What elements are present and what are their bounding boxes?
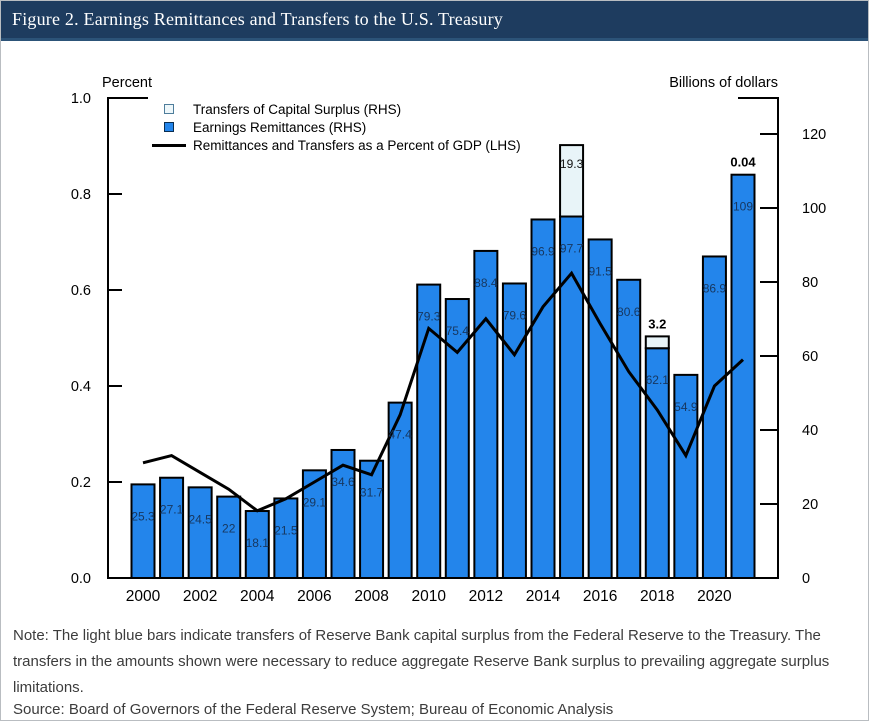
bar-value-label: 75.4 [446,324,470,338]
bar-earnings-remittances [444,298,470,579]
bar-earnings-remittances [701,255,727,579]
figure-title: Figure 2. Earnings Remittances and Trans… [12,9,503,29]
bar-value-label: 79.3 [417,310,441,324]
transfers-swatch-icon [164,104,174,114]
transfer-annotation-label: 3.2 [648,316,666,331]
x-axis-tick-label: 2010 [411,588,446,605]
legend-label: Earnings Remittances (RHS) [193,119,367,135]
legend-label: Remittances and Transfers as a Percent o… [193,137,521,153]
bar-value-label: 22 [222,522,236,536]
figure-header: Figure 2. Earnings Remittances and Trans… [1,1,868,41]
bar-value-label: 88.4 [474,276,498,290]
legend-item-transfers: Transfers of Capital Surplus (RHS) [151,100,521,118]
figure-note: Note: The light blue bars indicate trans… [13,627,830,696]
bar-earnings-remittances [159,476,185,580]
x-axis-tick-label: 2000 [126,588,161,605]
left-axis-tick-label: 0.0 [71,571,91,587]
x-axis-tick-label: 2002 [183,588,217,605]
bar-value-label: 31.7 [360,486,384,500]
right-axis-tick-label: 80 [802,275,818,291]
bar-earnings-remittances [216,495,242,580]
bar-value-label: 21.5 [274,523,298,537]
x-axis-tick-label: 2020 [697,588,732,605]
bar-value-label: 80.6 [617,305,641,319]
bar-value-label: 62.1 [646,373,670,387]
right-axis-tick-label: 40 [802,423,818,439]
left-axis-tick-label: 0.6 [71,283,91,299]
legend-item-earnings: Earnings Remittances (RHS) [151,118,521,136]
bar-earnings-remittances [273,497,299,580]
bar-earnings-remittances [473,249,499,579]
x-axis-tick-label: 2012 [469,588,503,605]
bar-earnings-remittances [587,238,613,579]
bar-value-label: 86.9 [703,281,727,295]
right-axis-tick-label: 100 [802,201,826,217]
bar-capital-surplus-transfer [559,144,585,218]
bar-value-label: 109 [733,200,753,214]
bar-value-label: 47.4 [388,428,412,442]
bar-earnings-remittances [301,469,327,579]
bar-earnings-remittances [130,483,156,580]
x-axis-tick-label: 2008 [354,588,388,605]
bar-earnings-remittances [730,173,756,579]
gdp-percent-line [142,270,745,513]
figure-source: Source: Board of Governors of the Federa… [13,701,614,718]
right-axis-tick-label: 60 [802,349,818,365]
bar-earnings-remittances [673,373,699,579]
transfer-value-label: 19.3 [560,157,584,171]
chart-svg: 0.0 0.2 0.4 0.6 0.8 1.0 0 20 40 60 80 100 120 25.3 27.… [71,91,826,605]
x-axis-tick-label: 2018 [640,588,674,605]
bar-value-label: 18.1 [246,536,270,550]
bar-value-label: 27.1 [160,503,184,517]
x-axis-tick-label: 2014 [526,588,561,605]
bar-earnings-remittances [530,218,556,579]
legend-marker-box [151,104,187,114]
bar-earnings-remittances [359,459,385,579]
bar-value-label: 91.5 [588,264,612,278]
bar-earnings-remittances [387,401,413,579]
bar-earnings-remittances [616,278,642,579]
bar-capital-surplus-transfer [644,335,670,350]
bar-value-label: 34.6 [331,475,355,489]
bar-value-label: 79.6 [503,308,527,322]
bar-earnings-remittances [501,282,527,579]
left-axis-title: Percent [102,75,152,91]
legend-marker-box [151,143,187,147]
bar-value-label: 25.3 [131,509,155,523]
line-swatch-icon [152,143,186,147]
right-axis-tick-label: 20 [802,497,818,513]
x-axis-tick-label: 2006 [297,588,331,605]
left-axis-tick-label: 0.4 [71,379,91,395]
bar-value-label: 29.1 [303,495,327,509]
legend-label: Transfers of Capital Surplus (RHS) [193,101,402,117]
x-axis-tick-label: 2004 [240,588,275,605]
right-axis-tick-label: 120 [802,127,826,143]
right-axis-tick-label: 0 [802,571,810,587]
left-axis-tick-label: 1.0 [71,91,91,107]
chart-legend: Transfers of Capital Surplus (RHS) Earni… [151,100,521,154]
bar-earnings-remittances [187,486,213,580]
bar-value-label: 54.9 [674,400,698,414]
plot-frame [107,97,779,579]
bar-value-label: 97.7 [560,242,584,256]
earnings-swatch-icon [164,122,174,132]
legend-marker-box [151,122,187,132]
bar-earnings-remittances [416,283,442,579]
bar-value-label: 24.5 [188,512,212,526]
bar-value-label: 96.9 [531,244,555,258]
transfer-annotation-label: 0.04 [730,155,756,170]
x-axis-tick-label: 2016 [583,588,617,605]
legend-item-gdp-line: Remittances and Transfers as a Percent o… [151,136,521,154]
bar-earnings-remittances [559,215,585,579]
bar-earnings-remittances [330,448,356,580]
left-axis-tick-label: 0.8 [71,187,91,203]
right-axis-title: Billions of dollars [669,75,778,91]
left-axis-tick-label: 0.2 [71,475,91,491]
